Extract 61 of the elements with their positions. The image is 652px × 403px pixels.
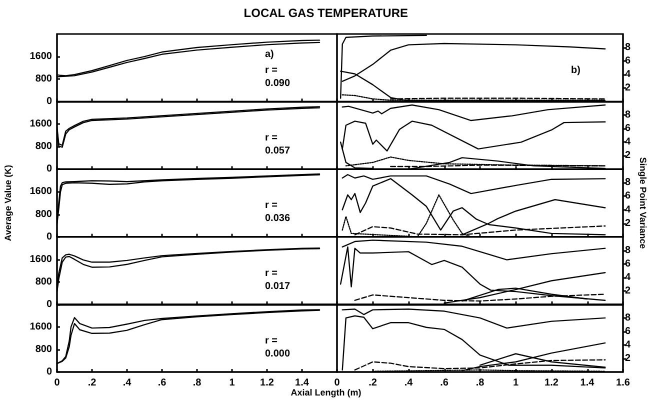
x-tick-label: .2 [88, 378, 97, 388]
y2-tick-label: 6 [625, 258, 631, 270]
x-tick-label: 1 [229, 378, 236, 388]
annotation: r = 0.017 [265, 268, 290, 292]
x-tick-label: 1.6 [616, 378, 630, 388]
y-tick-label: 0 [46, 164, 52, 175]
y-tick-label: 800 [35, 208, 52, 220]
annotation: b) [571, 65, 580, 76]
y-tick-label: 800 [35, 74, 52, 85]
x-tick-label: .6 [158, 378, 167, 388]
y2-tick-label: 6 [625, 123, 631, 134]
y2-tick-label: 2 [625, 352, 631, 364]
y2-tick-label: 4 [625, 339, 631, 350]
y-tick-label: 1600 [30, 321, 52, 332]
y2-tick-label: 8 [625, 42, 631, 54]
y-tick-label: 0 [46, 366, 52, 378]
y-tick-label: 800 [35, 276, 52, 288]
y-tick-label: 1600 [30, 186, 52, 198]
x-tick-label: 1 [512, 378, 519, 388]
x-tick-label: .8 [192, 378, 202, 388]
y2-tick-label: 8 [625, 312, 631, 324]
annotation: a) [265, 49, 274, 60]
x-tick-label: 1.4 [295, 378, 310, 388]
y2-tick-label: 2 [625, 82, 631, 94]
y2-tick-label: 4 [625, 136, 631, 148]
chart-title: LOCAL GAS TEMPERATURE [244, 6, 408, 20]
x-axis-title: Axial Length (m) [290, 388, 362, 398]
y2-tick-label: 4 [625, 204, 631, 216]
x-tick-label: .6 [440, 378, 449, 388]
y-tick-label: 1600 [30, 118, 52, 130]
y-tick-label: 0 [46, 298, 52, 310]
y-tick-label: 1600 [30, 254, 52, 265]
y2-tick-label: 6 [625, 326, 631, 337]
x-tick-label: 1.2 [260, 378, 274, 388]
y-tick-label: 800 [35, 344, 52, 355]
y-tick-label: 1600 [30, 51, 52, 62]
annotation: r = 0.057 [265, 132, 290, 157]
x-tick-label: .4 [122, 378, 132, 388]
x-tick-label: 0 [54, 378, 60, 388]
x-tick-label: .8 [476, 378, 485, 388]
x-tick-label: .2 [368, 378, 378, 388]
y2-tick-label: 8 [625, 177, 631, 188]
y2-tick-label: 8 [625, 110, 631, 121]
annotation: r = 0.036 [265, 200, 290, 224]
x-tick-label: 0 [334, 378, 340, 388]
y2-tick-label: 2 [625, 150, 631, 162]
y-tick-label: 800 [35, 141, 52, 152]
y2-axis-title: Single Point Variance [638, 157, 648, 249]
annotation: r = 0.090 [265, 65, 290, 89]
y-tick-label: 0 [46, 231, 52, 242]
x-tick-label: 1.4 [580, 378, 595, 388]
y2-tick-label: 8 [625, 244, 631, 256]
y-axis-title: Average Value (K) [3, 164, 13, 242]
x-tick-label: .4 [404, 378, 414, 388]
y2-tick-label: 6 [625, 190, 631, 202]
y2-tick-label: 6 [625, 56, 631, 67]
y2-tick-label: 2 [625, 285, 631, 296]
y2-tick-label: 2 [625, 218, 631, 229]
y-tick-label: 0 [46, 96, 52, 108]
annotation: r = 0.000 [265, 335, 290, 360]
x-tick-label: 1.2 [544, 378, 559, 388]
